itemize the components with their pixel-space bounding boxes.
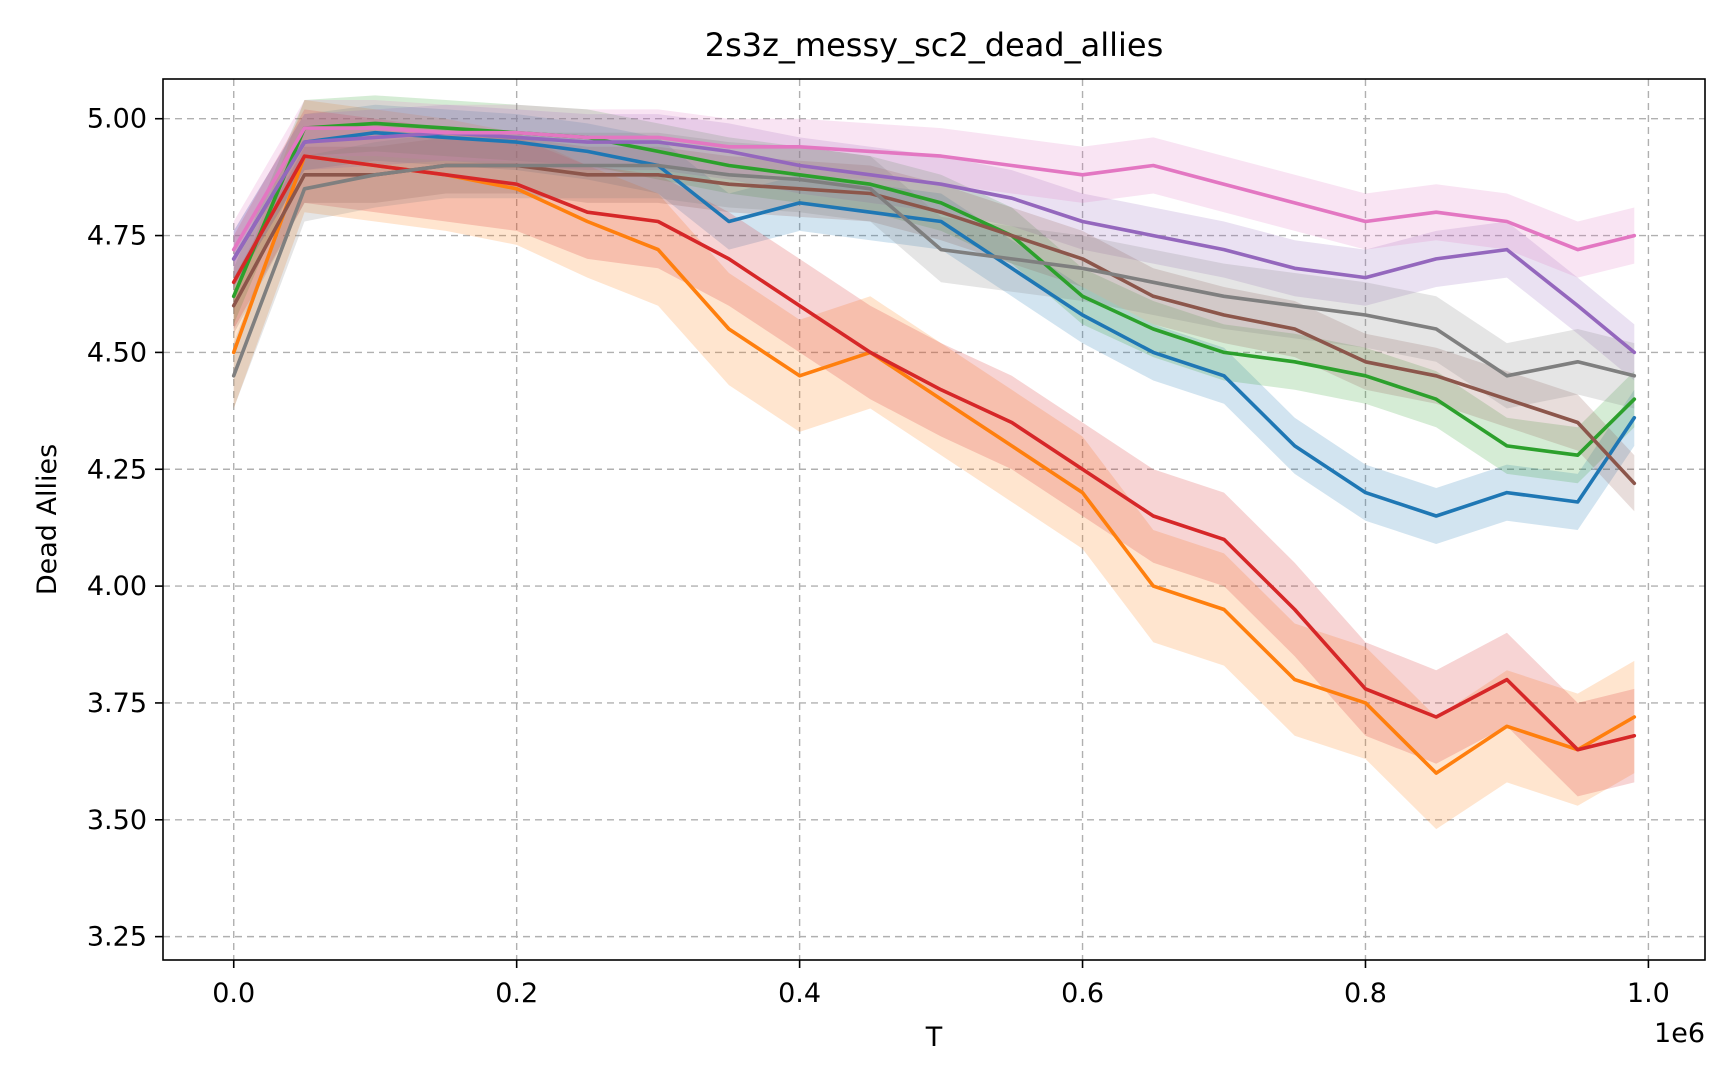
x-tick-label: 0.4 [778, 978, 821, 1009]
y-tick-label: 4.75 [87, 221, 147, 252]
series-2-confidence-band [233, 100, 1635, 830]
y-tick-label: 3.75 [87, 688, 147, 719]
y-tick-label: 5.00 [87, 104, 147, 135]
x-axis-title: T [925, 1022, 943, 1053]
plot-frame [162, 78, 1706, 961]
series-1-line [231, 130, 1637, 518]
y-tick-label: 3.50 [87, 805, 147, 836]
x-tick-label: 0.0 [212, 978, 255, 1009]
x-tick-label: 1.0 [1627, 978, 1670, 1009]
line-layer [231, 121, 1637, 775]
y-tick-label: 3.25 [87, 922, 147, 953]
series-4-confidence-band [233, 109, 1635, 797]
series-7-confidence-band [233, 100, 1635, 278]
series-8-confidence-band [233, 132, 1635, 409]
chart-title: 2s3z_messy_sc2_dead_allies [705, 26, 1164, 64]
x-tick-label: 0.8 [1344, 978, 1387, 1009]
series-3-line [231, 121, 1637, 458]
series-7-line [231, 126, 1637, 252]
y-tick-label: 4.50 [87, 337, 147, 368]
y-axis-title: Dead Allies [32, 444, 63, 595]
y-tick-label: 4.00 [87, 571, 147, 602]
y-tick-label: 4.25 [87, 454, 147, 485]
series-3-confidence-band [233, 95, 1635, 484]
x-axis-offset-label: 1e6 [1654, 1018, 1705, 1049]
tick-layer: 0.0 0.2 0.4 0.6 0.8 1.0 3.25 3.50 3.75 4.00 4.25 4.… [87, 104, 1670, 1009]
series-4-line [231, 154, 1637, 752]
x-tick-label: 0.2 [495, 978, 538, 1009]
series-8-line [231, 163, 1637, 378]
x-tick-label: 0.6 [1061, 978, 1104, 1009]
grid-layer [163, 79, 1705, 960]
